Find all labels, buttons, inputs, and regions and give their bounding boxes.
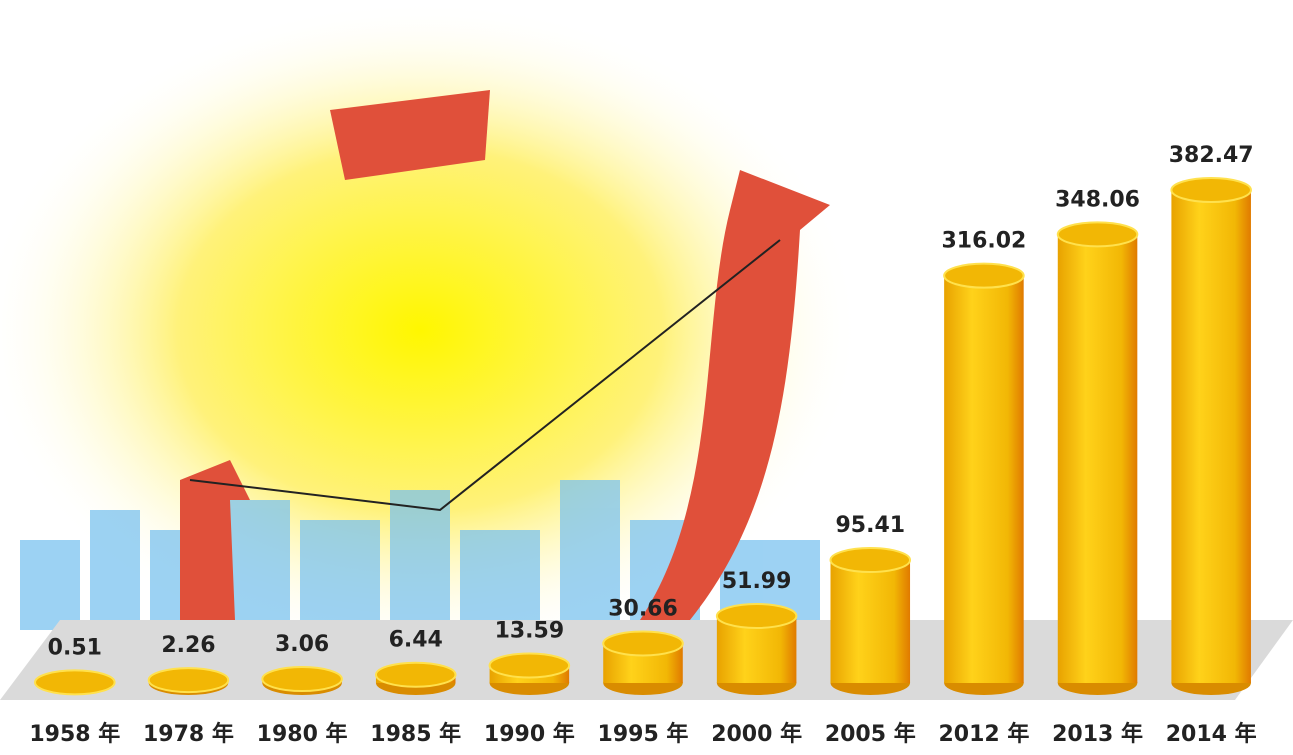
bar-top bbox=[34, 669, 116, 696]
bar-top bbox=[1056, 221, 1139, 248]
x-tick-label: 1978 年 bbox=[143, 721, 234, 747]
x-tick-label: 2013 年 bbox=[1052, 721, 1143, 747]
x-tick-label: 1980 年 bbox=[257, 721, 348, 747]
value-label: 382.47 bbox=[1169, 143, 1254, 168]
bar bbox=[944, 275, 1024, 683]
bar-top bbox=[1170, 177, 1252, 203]
value-label: 51.99 bbox=[722, 569, 792, 594]
x-tick-label: 1995 年 bbox=[598, 721, 689, 747]
value-label: 95.41 bbox=[835, 513, 905, 538]
bar-top bbox=[261, 666, 343, 693]
bar-top bbox=[147, 667, 230, 694]
x-tick-label: 2014 年 bbox=[1166, 721, 1257, 747]
bars: 1958 年 0.51 1978 年 2.26 1980 年 3.06 1985 年 6.44… bbox=[29, 143, 1256, 747]
value-label: 0.51 bbox=[48, 635, 102, 660]
bar bbox=[1171, 190, 1251, 683]
x-tick-label: 1958 年 bbox=[29, 721, 120, 747]
x-tick-label: 2000 年 bbox=[711, 721, 802, 747]
value-label: 348.06 bbox=[1055, 187, 1140, 212]
value-label: 316.02 bbox=[941, 229, 1026, 254]
bar-top bbox=[715, 602, 798, 629]
value-label: 13.59 bbox=[495, 618, 565, 643]
bar-top bbox=[374, 661, 457, 688]
bar-top bbox=[602, 630, 684, 657]
x-tick-label: 2012 年 bbox=[938, 721, 1029, 747]
value-label: 2.26 bbox=[161, 633, 215, 658]
value-label: 6.44 bbox=[389, 628, 443, 653]
value-label: 30.66 bbox=[608, 596, 678, 621]
x-tick-label: 1990 年 bbox=[484, 721, 575, 747]
bar-top bbox=[829, 547, 912, 574]
x-tick-label: 2005 年 bbox=[825, 721, 916, 747]
value-label: 3.06 bbox=[275, 632, 329, 657]
bar bbox=[1057, 234, 1138, 684]
bar-top bbox=[488, 652, 571, 679]
x-tick-label: 1985 年 bbox=[370, 721, 461, 747]
bar-top bbox=[943, 262, 1025, 289]
bar bbox=[830, 560, 911, 683]
